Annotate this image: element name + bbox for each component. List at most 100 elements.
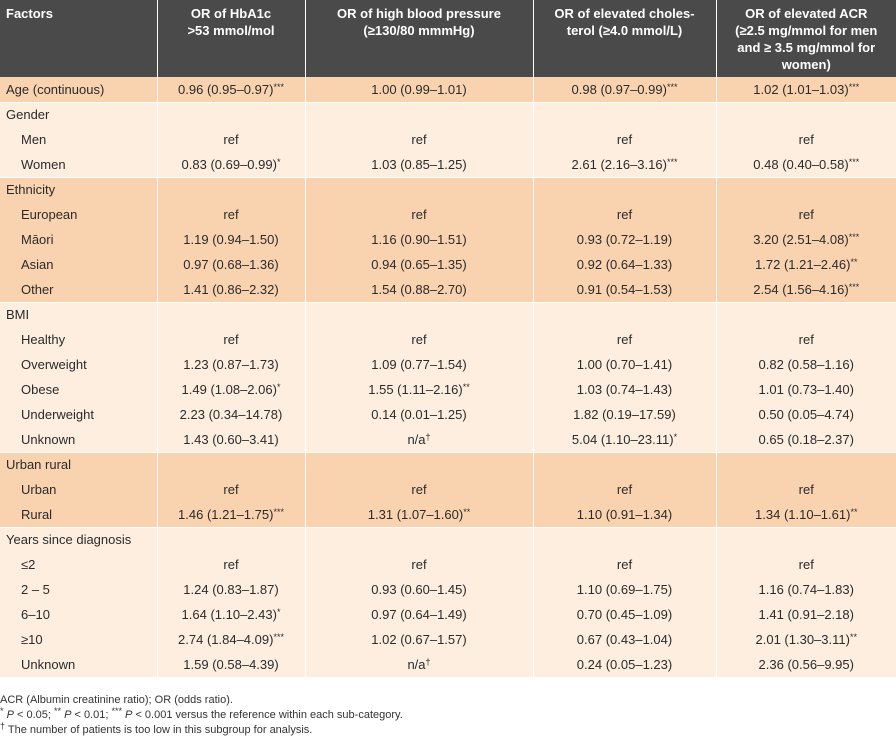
- table-cell: 0.65 (0.18–2.37): [716, 427, 896, 453]
- odds-ratio-value: 1.03 (0.74–1.43): [576, 382, 673, 397]
- header-bp-line2: (≥130/80 mmmHg): [363, 23, 475, 38]
- row-label: BMI: [0, 302, 158, 327]
- odds-ratio-value: 1.16 (0.90–1.51): [371, 232, 467, 247]
- odds-ratio-value: 1.01 (0.73–1.40): [758, 382, 854, 397]
- table-cell: 2.54 (1.56–4.16)***: [716, 277, 896, 303]
- row-label: Ethnicity: [0, 177, 158, 202]
- row-label: Asian: [0, 252, 158, 277]
- table-cell: 0.92 (0.64–1.33): [533, 252, 717, 277]
- significance-mark: *: [276, 607, 281, 617]
- table-cell: 0.98 (0.97–0.99)***: [533, 77, 717, 103]
- row-label: ≤2: [0, 552, 158, 577]
- row-label: Unknown: [0, 427, 158, 453]
- table-group-row: BMI: [0, 302, 896, 327]
- odds-ratio-value: 2.23 (0.34–14.78): [179, 407, 283, 422]
- table-group-row: Ethnicity: [0, 177, 896, 202]
- table-cell: 1.46 (1.21–1.75)***: [157, 502, 306, 528]
- table-cell: ref: [533, 327, 717, 352]
- significance-mark: ***: [848, 81, 860, 92]
- odds-ratio-value: 0.50 (0.05–4.74): [758, 407, 854, 422]
- table-cell: 1.59 (0.58–4.39): [157, 652, 306, 677]
- odds-ratio-value: 1.64 (1.10–2.43): [181, 607, 277, 622]
- table-cell: 0.82 (0.58–1.16): [716, 352, 896, 377]
- odds-ratio-value: ref: [616, 332, 633, 347]
- header-hba1c-line1: OR of HbA1c: [190, 6, 272, 21]
- table-cell: 0.83 (0.69–0.99)*: [157, 152, 306, 178]
- significance-mark: †: [425, 431, 431, 442]
- table-row: Urban ref ref ref ref: [0, 477, 896, 502]
- row-label: Women: [0, 152, 158, 178]
- table-cell: 1.09 (0.77–1.54): [305, 352, 534, 377]
- table-row: Rural 1.46 (1.21–1.75)*** 1.31 (1.07–1.60)…: [0, 502, 896, 528]
- odds-ratio-value: 0.93 (0.60–1.45): [371, 582, 467, 597]
- odds-ratio-value: 2.54 (1.56–4.16): [753, 281, 849, 297]
- odds-ratio-value: ref: [798, 132, 814, 147]
- odds-ratio-value: 2.01 (1.30–3.11): [755, 632, 850, 647]
- table-cell: [157, 452, 306, 477]
- row-label: Healthy: [0, 327, 158, 352]
- table-cell: 1.41 (0.91–2.18): [716, 602, 896, 627]
- table-cell: 1.49 (1.08–2.06)*: [157, 377, 306, 402]
- dagger-mark: †: [0, 721, 6, 731]
- table-cell: [533, 177, 717, 202]
- row-label: Obese: [0, 377, 158, 402]
- odds-ratio-value: 0.70 (0.45–1.09): [576, 607, 673, 622]
- table-header-row: Factors OR of HbA1c >53 mmol/mol OR of h…: [0, 0, 896, 77]
- table-cell: 0.24 (0.05–1.23): [533, 652, 717, 677]
- row-label: Rural: [0, 502, 158, 528]
- odds-ratio-value: ref: [616, 132, 633, 147]
- odds-ratio-value: ref: [411, 132, 427, 147]
- table-row: ≤2 ref ref ref ref: [0, 552, 896, 577]
- odds-ratio-value: ref: [411, 332, 427, 347]
- table-cell: 1.64 (1.10–2.43)*: [157, 602, 306, 627]
- table-cell: 1.41 (0.86–2.32): [157, 277, 306, 303]
- odds-ratio-value: ref: [616, 482, 633, 497]
- header-acr: OR of elevated ACR (≥2.5 mg/mmol for men…: [716, 0, 896, 77]
- table-cell: ref: [716, 202, 896, 227]
- odds-ratio-value: 0.97 (0.64–1.49): [371, 607, 467, 622]
- sig-text-2: < 0.01;: [71, 709, 112, 721]
- table-cell: n/a†: [305, 427, 534, 453]
- significance-mark: *: [276, 382, 281, 392]
- table-cell: 1.00 (0.70–1.41): [533, 352, 717, 377]
- table-cell: 1.31 (1.07–1.60)**: [305, 502, 534, 528]
- header-acr-line4: women): [781, 57, 831, 72]
- odds-ratio-value: 1.34 (1.10–1.61): [755, 506, 851, 522]
- odds-ratio-value: 1.55 (1.11–2.16): [368, 382, 463, 397]
- table-row: ≥10 2.74 (1.84–4.09)*** 1.02 (0.67–1.57) 0.…: [0, 627, 896, 652]
- table-cell: ref: [305, 552, 534, 577]
- table-cell: 1.54 (0.88–2.70): [305, 277, 534, 303]
- sig-mark-3: ***: [111, 706, 122, 716]
- header-hba1c-line2: >53 mmol/mol: [187, 23, 275, 38]
- table-cell: 1.82 (0.19–17.59): [533, 402, 717, 427]
- odds-ratio-value: 0.83 (0.69–0.99): [181, 156, 277, 172]
- odds-ratio-value: 0.65 (0.18–2.37): [758, 431, 854, 447]
- odds-ratio-value: 2.36 (0.56–9.95): [758, 657, 854, 672]
- row-label: ≥10: [0, 627, 158, 652]
- table-cell: 0.70 (0.45–1.09): [533, 602, 717, 627]
- odds-ratio-value: 1.54 (0.88–2.70): [371, 281, 467, 297]
- odds-ratio-value: 5.04 (1.10–23.11): [571, 431, 674, 447]
- table-cell: 1.10 (0.91–1.34): [533, 502, 717, 528]
- odds-ratio-value: 1.41 (0.91–2.18): [758, 607, 854, 622]
- significance-mark: **: [849, 632, 857, 642]
- significance-mark: ***: [273, 632, 284, 642]
- table-cell: [533, 452, 717, 477]
- odds-ratio-value: ref: [616, 207, 633, 222]
- header-acr-line3: and ≥ 3.5 mg/mmol for: [737, 40, 876, 55]
- sig-text-3: < 0.001 versus the reference within each…: [132, 709, 403, 721]
- table-cell: 0.93 (0.72–1.19): [533, 227, 717, 252]
- row-label: Overweight: [0, 352, 158, 377]
- table-cell: ref: [716, 552, 896, 577]
- table-cell: ref: [157, 127, 306, 152]
- significance-mark: †: [425, 657, 431, 667]
- footnote-dagger: † The number of patients is too low in t…: [0, 721, 896, 738]
- table-cell: ref: [305, 327, 534, 352]
- header-factors: Factors: [0, 0, 158, 77]
- odds-ratio-value: 1.09 (0.77–1.54): [371, 357, 467, 372]
- row-label: Men: [0, 127, 158, 152]
- odds-ratio-value: 1.41 (0.86–2.32): [183, 281, 279, 297]
- odds-ratio-value: 1.49 (1.08–2.06): [181, 382, 277, 397]
- table-cell: ref: [533, 202, 717, 227]
- header-acr-line1: OR of elevated ACR: [745, 6, 868, 21]
